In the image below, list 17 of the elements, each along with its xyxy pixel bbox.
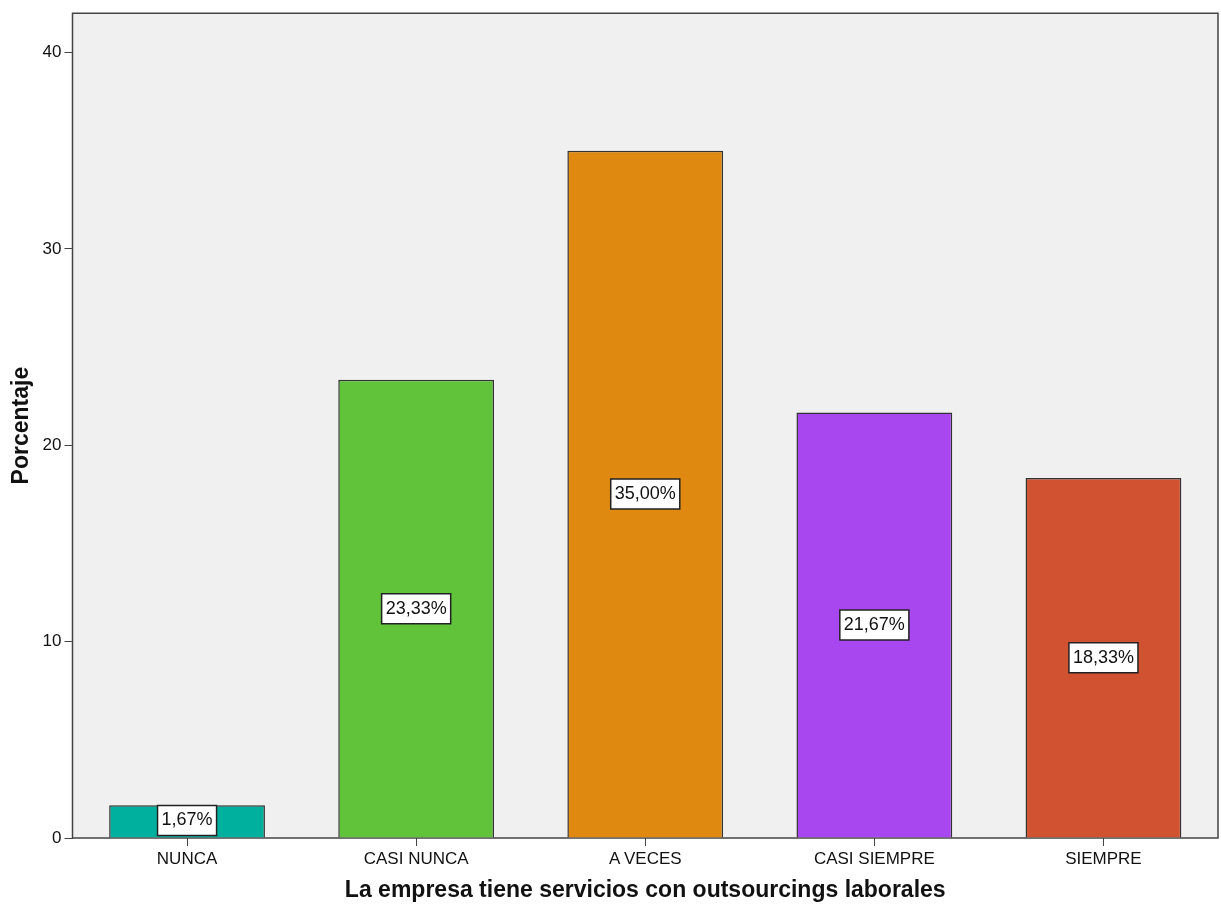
y-tick-label: 10 [42,631,62,651]
data-label: 18,33% [1072,646,1134,667]
data-label: 23,33% [385,597,447,618]
x-tick-label: CASI SIEMPRE [813,848,935,868]
y-tick-label: 20 [42,434,62,454]
x-axis-title: La empresa tiene servicios con outsourcings laborales [344,875,946,902]
data-label: 21,67% [843,613,905,634]
y-axis-title: Porcentaje [7,366,34,485]
x-tick-label: A VECES [608,848,682,868]
data-label: 1,67% [161,809,213,830]
x-tick-label: SIEMPRE [1065,848,1142,868]
data-label: 35,00% [614,483,676,504]
y-tick-label: 40 [42,42,62,62]
y-tick-label: 30 [42,238,62,258]
y-tick-label: 0 [52,827,62,847]
x-tick-label: NUNCA [156,848,218,868]
x-tick-label: CASI NUNCA [363,848,470,868]
